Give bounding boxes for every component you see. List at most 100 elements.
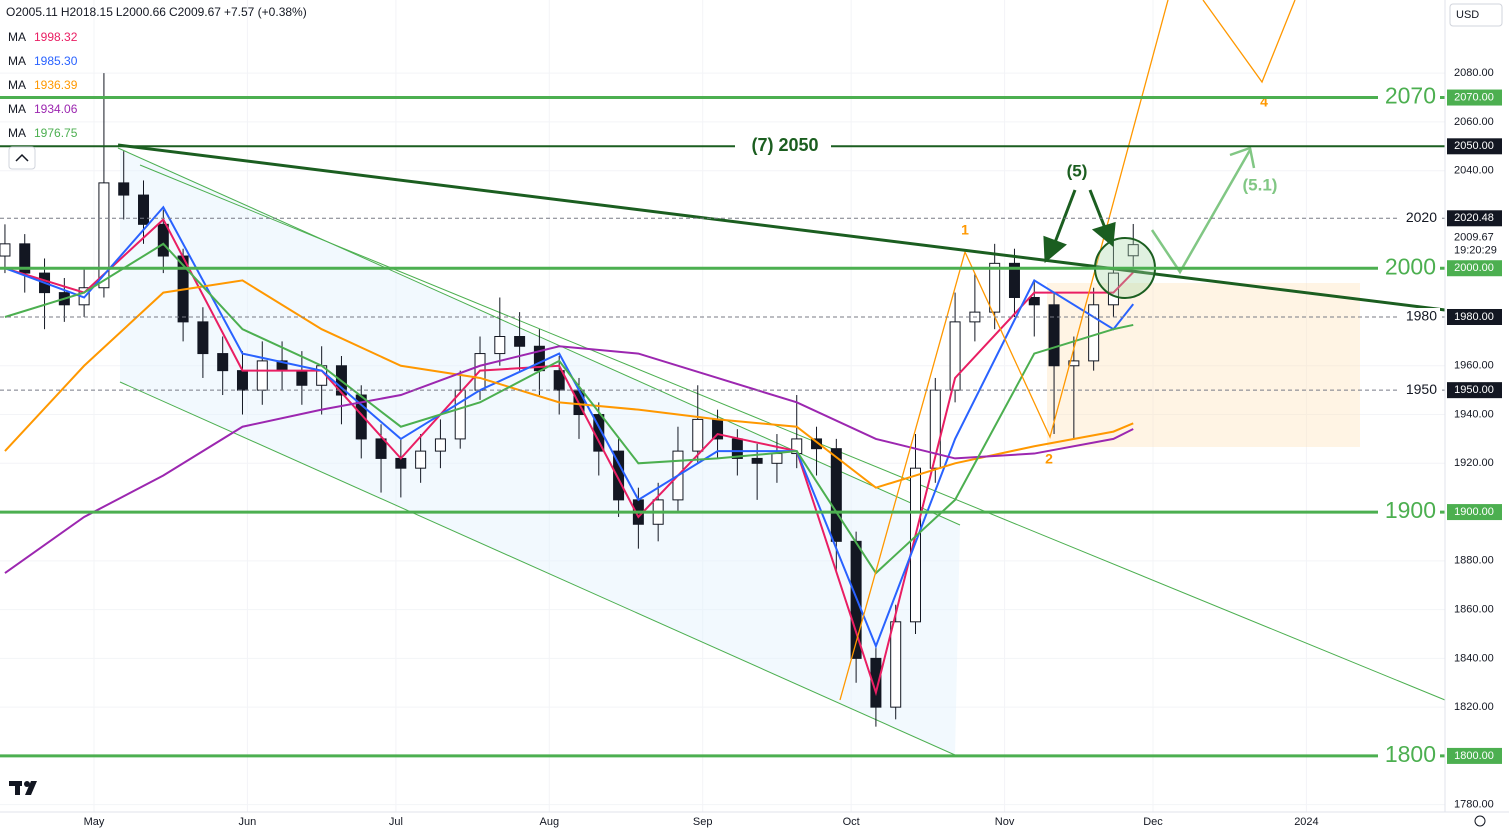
trend-line [117, 143, 1446, 312]
x-tick-label: Dec [1143, 816, 1163, 828]
logo-part [24, 781, 30, 787]
candle-body [771, 453, 783, 464]
arrows [1043, 189, 1116, 264]
price-tag [1447, 210, 1502, 227]
ma-line [4, 217, 1134, 697]
settings-icon[interactable] [1474, 815, 1486, 827]
axis: 2080.00 2060.00 2040.00 1960.00 1940.00 1920.… [84, 67, 1502, 828]
ohlc-value: L2000.66 [116, 5, 166, 19]
candle-body [197, 321, 209, 355]
candle-body [494, 336, 506, 355]
candle-body [157, 223, 169, 257]
price-tag-label: 2050.00 [1454, 140, 1494, 152]
x-tick-label: Nov [995, 816, 1015, 828]
level-label-bg [1378, 254, 1440, 283]
wave-label: 1 [961, 222, 969, 238]
ma-line [4, 242, 1134, 575]
price-tag-label: 2020.48 [1454, 212, 1494, 224]
candle-body [514, 336, 526, 347]
y-tick-label: 1860.00 [1454, 604, 1494, 616]
y-tick-label: 1820.00 [1454, 701, 1494, 713]
candle-body [1107, 272, 1119, 306]
candle-body [0, 243, 11, 257]
countdown: 19:20:29 [1454, 245, 1497, 257]
legend-name: MA [8, 30, 26, 44]
legend-value: 1998.32 [34, 30, 78, 44]
wave-label: (5) [1067, 161, 1088, 180]
currency[interactable]: USD [1456, 9, 1479, 21]
logo [9, 781, 37, 795]
wave-label: 2 [1045, 451, 1053, 467]
candle-body [434, 438, 446, 452]
grid [0, 0, 1445, 812]
candle-body [415, 450, 427, 469]
level-label: 2000 [1385, 253, 1436, 279]
wave-path [1202, 0, 1296, 84]
price-tag [1447, 138, 1502, 155]
candle-body [830, 448, 842, 542]
price-tag-label: 1900.00 [1454, 506, 1494, 518]
level-label: 1900 [1385, 497, 1436, 523]
candle-body [138, 194, 150, 225]
last-price: 2009.67 [1454, 232, 1494, 244]
legend-name: MA [8, 126, 26, 140]
candle-body [1088, 304, 1100, 362]
candle-body [929, 389, 941, 469]
currency-button[interactable] [1449, 3, 1503, 27]
price-tag [1447, 504, 1502, 521]
arrow [1052, 189, 1077, 246]
candle-body [613, 450, 625, 501]
last-price-tag [1447, 228, 1502, 259]
candle-body [692, 418, 704, 452]
projection-arrow [1150, 149, 1252, 275]
y-tick-label: 2060.00 [1454, 116, 1494, 128]
level-label: 2020 [1406, 209, 1437, 225]
legend-name: MA [8, 102, 26, 116]
legend-name: MA [8, 54, 26, 68]
price-tag-label: 2000.00 [1454, 262, 1494, 274]
level-label: 1980 [1406, 308, 1437, 324]
levels: 2070 (7) 2050 2020 2000 1980 1950 1900 1800 [0, 83, 1445, 770]
price-tag-label: 1800.00 [1454, 750, 1494, 762]
price-tag-label: 1980.00 [1454, 311, 1494, 323]
ohlc-value: H2018.15 [61, 5, 113, 19]
arrow-head [1043, 235, 1067, 264]
x-tick-label: Aug [540, 816, 560, 828]
level-label-bg [735, 134, 831, 159]
ohlc-value: C2009.67 [169, 5, 221, 19]
price-tag [1447, 747, 1502, 764]
collapse-icon[interactable] [15, 153, 29, 162]
candle-body [256, 360, 268, 391]
y-tick-label: 1840.00 [1454, 652, 1494, 664]
legend-value: 1976.75 [34, 126, 78, 140]
level-label-bg [1400, 209, 1440, 228]
level-label-bg [1378, 83, 1440, 112]
candle-body [454, 389, 466, 440]
ma-line [4, 205, 1135, 649]
x-tick-label: Oct [843, 816, 860, 828]
channel-line [139, 164, 1446, 701]
candle-body [870, 657, 882, 708]
arrow [1088, 189, 1107, 229]
arrow-head [1091, 221, 1116, 247]
y-tick-label: 2080.00 [1454, 67, 1494, 79]
channel-line [119, 381, 956, 756]
legend-value: 1934.06 [34, 102, 78, 116]
candle-body [1008, 262, 1020, 298]
projection-arrow-head [1229, 146, 1256, 169]
level-label-bg [1400, 381, 1440, 400]
collapse-button[interactable] [8, 146, 36, 170]
ohlc-value: O2005.11 [6, 5, 58, 19]
legend-name: MA [8, 78, 26, 92]
logo-part [15, 781, 20, 795]
target-zone [1047, 283, 1360, 447]
candle-body [236, 370, 248, 391]
wave-label: (5.1) [1243, 175, 1278, 194]
price-tag [1447, 260, 1502, 277]
level-label-bg [1378, 498, 1440, 527]
candle-body [296, 370, 308, 386]
candle-body [375, 438, 387, 459]
x-tick-label: Sep [693, 816, 713, 828]
y-tick-label: 1780.00 [1454, 799, 1494, 811]
